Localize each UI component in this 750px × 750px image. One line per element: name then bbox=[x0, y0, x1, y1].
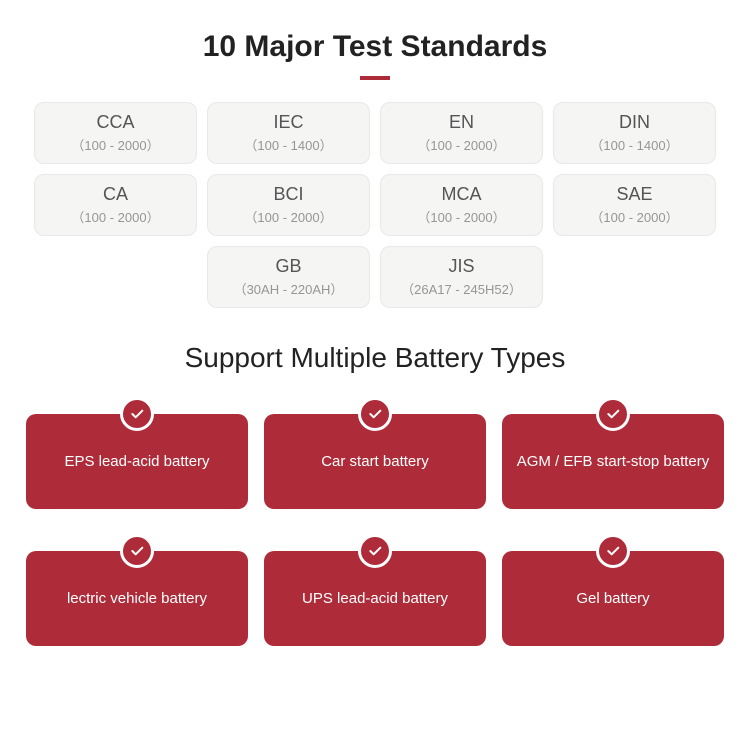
standard-range: （100 - 2000） bbox=[71, 207, 159, 226]
standard-range: （100 - 2000） bbox=[590, 207, 678, 226]
battery-card: AGM / EFB start-stop battery bbox=[502, 414, 724, 509]
check-icon bbox=[120, 397, 154, 431]
battery-card: EPS lead-acid battery bbox=[26, 414, 248, 509]
check-icon bbox=[358, 534, 392, 568]
standard-range: （100 - 2000） bbox=[71, 135, 159, 154]
standard-name: EN bbox=[449, 112, 474, 133]
standard-card: JIS （26A17 - 245H52） bbox=[380, 246, 543, 308]
check-icon bbox=[120, 534, 154, 568]
battery-grid: EPS lead-acid battery Car start battery … bbox=[24, 414, 726, 672]
standard-name: SAE bbox=[616, 184, 652, 205]
standard-name: MCA bbox=[442, 184, 482, 205]
standard-card: DIN （100 - 1400） bbox=[553, 102, 716, 164]
standard-name: CCA bbox=[96, 112, 134, 133]
standard-card: GB （30AH - 220AH） bbox=[207, 246, 370, 308]
battery-label: EPS lead-acid battery bbox=[64, 453, 209, 470]
standard-range: （100 - 2000） bbox=[244, 207, 332, 226]
standard-name: CA bbox=[103, 184, 128, 205]
battery-card: Car start battery bbox=[264, 414, 486, 509]
battery-card: Gel battery bbox=[502, 551, 724, 646]
standard-range: （100 - 2000） bbox=[417, 135, 505, 154]
check-icon bbox=[596, 397, 630, 431]
page-title: 10 Major Test Standards bbox=[24, 30, 726, 64]
standard-card: BCI （100 - 2000） bbox=[207, 174, 370, 236]
standards-grid: CCA （100 - 2000） IEC （100 - 1400） EN （10… bbox=[24, 102, 726, 308]
section-subtitle: Support Multiple Battery Types bbox=[24, 342, 726, 374]
battery-card: lectric vehicle battery bbox=[26, 551, 248, 646]
battery-card: UPS lead-acid battery bbox=[264, 551, 486, 646]
battery-label: UPS lead-acid battery bbox=[302, 590, 448, 607]
standard-range: （100 - 1400） bbox=[244, 135, 332, 154]
standard-range: （100 - 2000） bbox=[417, 207, 505, 226]
check-icon bbox=[358, 397, 392, 431]
title-underline bbox=[360, 76, 390, 80]
standard-card: CCA （100 - 2000） bbox=[34, 102, 197, 164]
standard-name: IEC bbox=[273, 112, 303, 133]
standard-range: （100 - 1400） bbox=[590, 135, 678, 154]
standard-card: CA （100 - 2000） bbox=[34, 174, 197, 236]
battery-label: Car start battery bbox=[321, 453, 429, 470]
standard-name: BCI bbox=[273, 184, 303, 205]
standard-range: （30AH - 220AH） bbox=[234, 279, 344, 298]
standard-range: （26A17 - 245H52） bbox=[401, 279, 522, 298]
standard-card: MCA （100 - 2000） bbox=[380, 174, 543, 236]
battery-label: Gel battery bbox=[576, 590, 649, 607]
check-icon bbox=[596, 534, 630, 568]
standard-card: EN （100 - 2000） bbox=[380, 102, 543, 164]
standard-card: IEC （100 - 1400） bbox=[207, 102, 370, 164]
standard-name: GB bbox=[275, 256, 301, 277]
standard-name: DIN bbox=[619, 112, 650, 133]
standard-card: SAE （100 - 2000） bbox=[553, 174, 716, 236]
standard-name: JIS bbox=[448, 256, 474, 277]
battery-label: lectric vehicle battery bbox=[67, 590, 207, 607]
battery-label: AGM / EFB start-stop battery bbox=[517, 453, 710, 470]
